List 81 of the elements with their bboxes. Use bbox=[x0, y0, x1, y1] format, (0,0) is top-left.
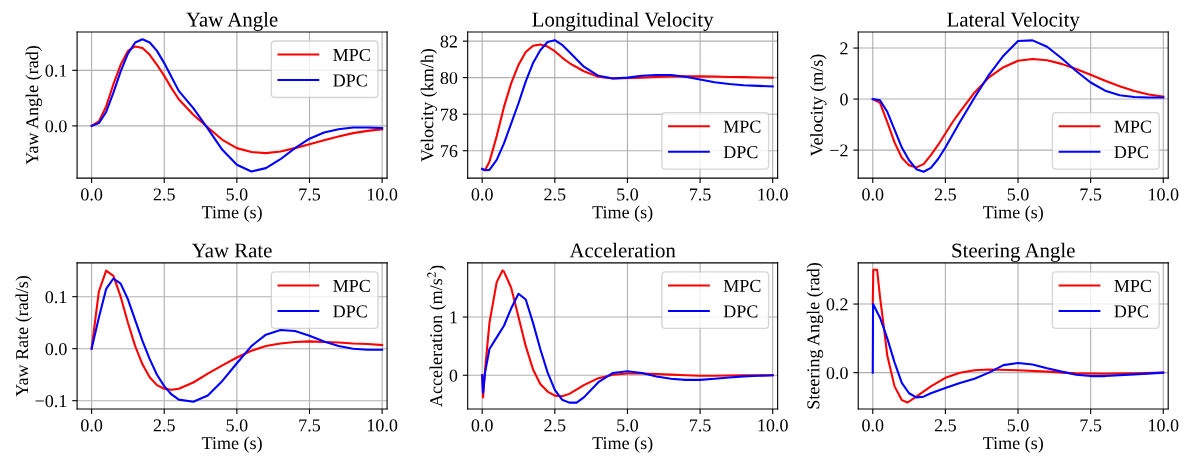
legend-label: MPC bbox=[723, 120, 761, 133]
x-axis-title: Time (s) bbox=[201, 205, 262, 222]
chart-title: Longitudinal Velocity bbox=[532, 11, 714, 31]
x-axis-title: Time (s) bbox=[201, 436, 262, 453]
y-tick-label: −0.1 bbox=[35, 394, 67, 408]
x-tick-label: 2.5 bbox=[934, 188, 956, 201]
x-tick-label: 5.0 bbox=[617, 419, 639, 432]
chart-title: Steering Angle bbox=[952, 242, 1075, 262]
x-tick-label: 5.0 bbox=[1007, 419, 1029, 432]
y-axis-title: Velocity (km/h) bbox=[420, 48, 438, 162]
y-tick-label: 2 bbox=[840, 42, 848, 55]
x-axis-title: Time (s) bbox=[983, 436, 1043, 453]
y-tick-label: 82 bbox=[440, 35, 457, 48]
y-tick-label: 0 bbox=[840, 93, 848, 106]
y-tick-label: 0.1 bbox=[45, 290, 67, 304]
x-tick-label: 5.0 bbox=[226, 419, 248, 432]
x-tick-label: 2.5 bbox=[153, 419, 175, 432]
legend-label: DPC bbox=[1114, 146, 1148, 159]
x-tick-label: 2.5 bbox=[934, 419, 956, 432]
chart-title: Yaw Angle bbox=[186, 11, 278, 31]
x-tick-label: 7.5 bbox=[1080, 419, 1102, 432]
y-tick-label: 76 bbox=[441, 145, 458, 158]
x-tick-label: 2.5 bbox=[153, 188, 175, 201]
x-tick-label: 10.0 bbox=[1149, 419, 1179, 432]
x-tick-label: 5.0 bbox=[1007, 188, 1029, 201]
x-tick-label: 7.5 bbox=[689, 419, 711, 432]
x-axis-title: Time (s) bbox=[592, 436, 653, 453]
line-series bbox=[871, 57, 1165, 169]
x-tick-label: 7.5 bbox=[299, 419, 321, 432]
legend-label: DPC bbox=[723, 305, 758, 318]
x-tick-label: 10.0 bbox=[1149, 188, 1179, 201]
y-tick-label: 0.0 bbox=[826, 366, 848, 380]
y-tick-label: −2 bbox=[830, 144, 848, 157]
line-series bbox=[481, 292, 774, 404]
legend-label: MPC bbox=[1114, 120, 1151, 133]
x-tick-label: 10.0 bbox=[758, 188, 788, 201]
y-axis-title: Velocity (m/s) bbox=[810, 54, 827, 157]
legend-label: DPC bbox=[333, 74, 367, 87]
x-tick-label: 7.5 bbox=[689, 188, 711, 201]
y-axis-title: Steering Angle (rad) bbox=[806, 263, 824, 409]
x-tick-label: 5.0 bbox=[226, 188, 248, 201]
x-tick-label: 0.0 bbox=[471, 188, 493, 201]
legend-label: MPC bbox=[1114, 279, 1151, 292]
y-axis-title: Yaw Angle (rad) bbox=[25, 46, 43, 165]
legend-label: MPC bbox=[333, 48, 370, 62]
chart-title: Lateral Velocity bbox=[947, 11, 1080, 31]
y-tick-label: 80 bbox=[440, 71, 458, 85]
y-tick-label: 0.1 bbox=[45, 64, 67, 77]
legend-label: DPC bbox=[333, 305, 367, 318]
y-tick-label: 1 bbox=[450, 311, 457, 324]
x-tick-label: 0.0 bbox=[862, 188, 884, 201]
y-tick-label: 78 bbox=[441, 108, 458, 121]
legend-label: MPC bbox=[333, 279, 370, 292]
line-series bbox=[871, 303, 1165, 399]
x-tick-label: 0.0 bbox=[862, 419, 884, 432]
x-tick-label: 0.0 bbox=[81, 419, 103, 432]
x-tick-label: 10.0 bbox=[367, 188, 398, 201]
x-tick-label: 2.5 bbox=[544, 419, 566, 432]
y-tick-label: 0.2 bbox=[826, 298, 848, 311]
line-series bbox=[90, 38, 384, 173]
y-tick-label: 0.0 bbox=[45, 120, 67, 133]
x-tick-label: 7.5 bbox=[1080, 188, 1102, 201]
legend-label: DPC bbox=[723, 146, 758, 159]
x-tick-label: 5.0 bbox=[617, 188, 639, 201]
x-axis-title: Time (s) bbox=[983, 205, 1043, 222]
x-tick-label: 10.0 bbox=[367, 419, 398, 432]
x-tick-label: 0.0 bbox=[81, 188, 103, 201]
x-tick-label: 10.0 bbox=[758, 419, 788, 432]
x-tick-label: 0.0 bbox=[471, 419, 493, 432]
chart-title: Acceleration bbox=[569, 242, 676, 258]
y-tick-label: 0 bbox=[449, 369, 458, 382]
line-series bbox=[871, 39, 1165, 173]
x-tick-label: 2.5 bbox=[544, 188, 566, 201]
y-axis-title: Yaw Rate (rad/s) bbox=[15, 275, 32, 397]
y-tick-label: 0.0 bbox=[45, 342, 67, 356]
chart-title: Yaw Rate bbox=[191, 243, 272, 258]
y-axis-title: Acceleration (m/s$^{2}$) bbox=[427, 265, 446, 407]
legend-label: MPC bbox=[723, 279, 761, 292]
x-tick-label: 7.5 bbox=[299, 188, 321, 201]
legend-label: DPC bbox=[1114, 305, 1148, 318]
x-axis-title: Time (s) bbox=[592, 205, 653, 222]
